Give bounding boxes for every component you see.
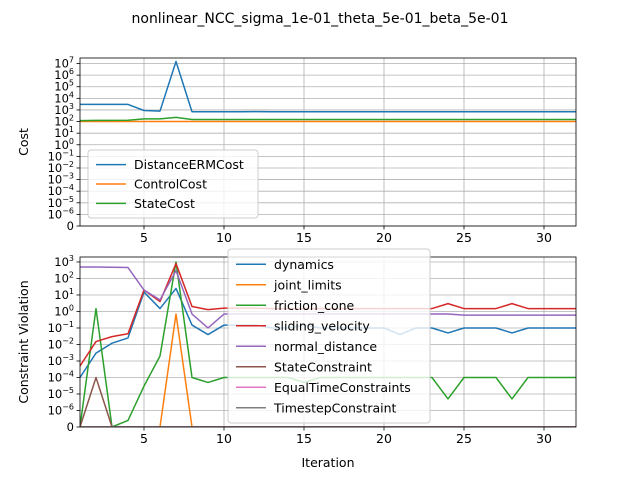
x-tick-label: 30: [536, 431, 552, 446]
x-tick-label: 25: [456, 431, 472, 446]
x-tick-label: 20: [376, 230, 392, 245]
y-tick-label: 10−5: [48, 386, 74, 401]
legend-label-normal-distance: normal_distance: [274, 339, 377, 354]
x-tick-label: 5: [140, 431, 148, 446]
legend-label-joint-limits: joint_limits: [273, 277, 342, 292]
legend-box: [227, 248, 431, 424]
legend-label-sliding-velocity: sliding_velocity: [274, 318, 370, 333]
y-tick-label: 10−6: [48, 402, 74, 417]
y-tick-label: 101: [54, 287, 74, 302]
constraint-violation-plot: 5 10 15 20 25 30010−610−510−410−310−210−11001…: [16, 248, 577, 470]
series-line-state-cost: [80, 116, 576, 122]
x-tick-label: 10: [216, 431, 232, 446]
y-tick-label: 10−4: [48, 369, 74, 384]
cost-plot: 5 10 15 20 25 30010−610−510−410−310−210−11001…: [16, 56, 577, 245]
legend-label-state-cost: StateCost: [134, 196, 195, 211]
series-line-distance-ermcost: [80, 60, 576, 113]
y-tick-label: 10−3: [48, 353, 74, 368]
y-tick-label: 0: [67, 219, 74, 233]
y-axis-label: Cost: [16, 128, 31, 156]
legend-label-control-cost: ControlCost: [134, 177, 207, 192]
y-tick-label: 102: [54, 270, 74, 285]
y-tick-label: 0: [67, 420, 74, 434]
legend-label-dynamics: dynamics: [274, 257, 334, 272]
x-tick-label: 30: [536, 230, 552, 245]
legend-label-equal-time-constraints: EqualTimeConstraints: [274, 380, 411, 395]
legend-label-friction-cone: friction_cone: [274, 298, 355, 313]
y-tick-label: 10−2: [48, 336, 74, 351]
y-axis-label: Constraint Violation: [16, 280, 31, 403]
x-tick-label: 15: [296, 431, 312, 446]
y-tick-label: 100: [54, 303, 74, 318]
x-tick-label: 25: [456, 230, 472, 245]
y-tick-label: 10−1: [48, 320, 74, 335]
x-tick-label: 5: [140, 230, 148, 245]
figure-title: nonlinear_NCC_sigma_1e-01_theta_5e-01_be…: [132, 11, 509, 27]
legend: dynamics joint_limits friction_conesliding…: [227, 248, 431, 424]
x-tick-label: 15: [296, 230, 312, 245]
x-tick-label: 10: [216, 230, 232, 245]
series-line-joint-limits: [80, 313, 576, 427]
x-axis-label: Iteration: [301, 455, 354, 470]
x-tick-label: 20: [376, 431, 392, 446]
legend-label-distance-ermcost: DistanceERMCost: [134, 157, 244, 172]
legend-label-state-constraint: StateConstraint: [274, 359, 372, 374]
legend-label-timestep-constraint: TimestepConstraint: [273, 400, 397, 415]
legend-box: [87, 149, 259, 219]
axes-frame: [79, 57, 577, 227]
legend: DistanceERMCost ControlCost StateCost: [87, 149, 259, 219]
y-tick-label: 103: [54, 254, 74, 269]
